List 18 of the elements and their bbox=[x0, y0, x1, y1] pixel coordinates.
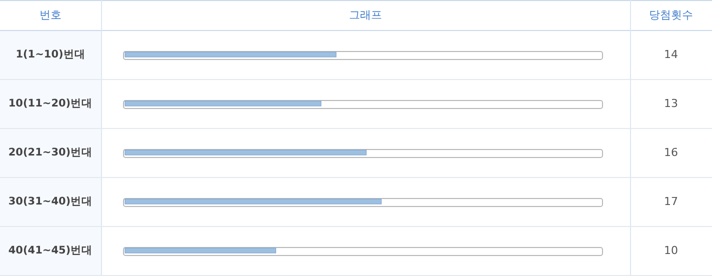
bar bbox=[124, 150, 367, 156]
y-tick-label: 1(1~10)번대 bbox=[16, 48, 86, 60]
bar bbox=[124, 248, 276, 254]
data-label: 16 bbox=[664, 146, 678, 159]
y-tick-label: 10(11~20)번대 bbox=[8, 98, 93, 110]
chart-title: 그래프 bbox=[349, 8, 382, 22]
bar bbox=[124, 198, 382, 204]
bar bbox=[124, 100, 322, 106]
text: 당첨횟수 bbox=[649, 8, 693, 22]
y-axis-title: 번호 bbox=[40, 8, 62, 22]
data-label: 13 bbox=[664, 97, 678, 110]
y-tick-label: 30(31~40)번대 bbox=[8, 196, 93, 208]
data-label: 14 bbox=[664, 48, 678, 61]
data-label: 10 bbox=[664, 244, 678, 257]
bar bbox=[124, 52, 336, 58]
y-tick-label: 20(21~30)번대 bbox=[8, 146, 93, 158]
y-tick-label: 40(41~45)번대 bbox=[8, 244, 93, 256]
data-label: 17 bbox=[664, 195, 678, 208]
